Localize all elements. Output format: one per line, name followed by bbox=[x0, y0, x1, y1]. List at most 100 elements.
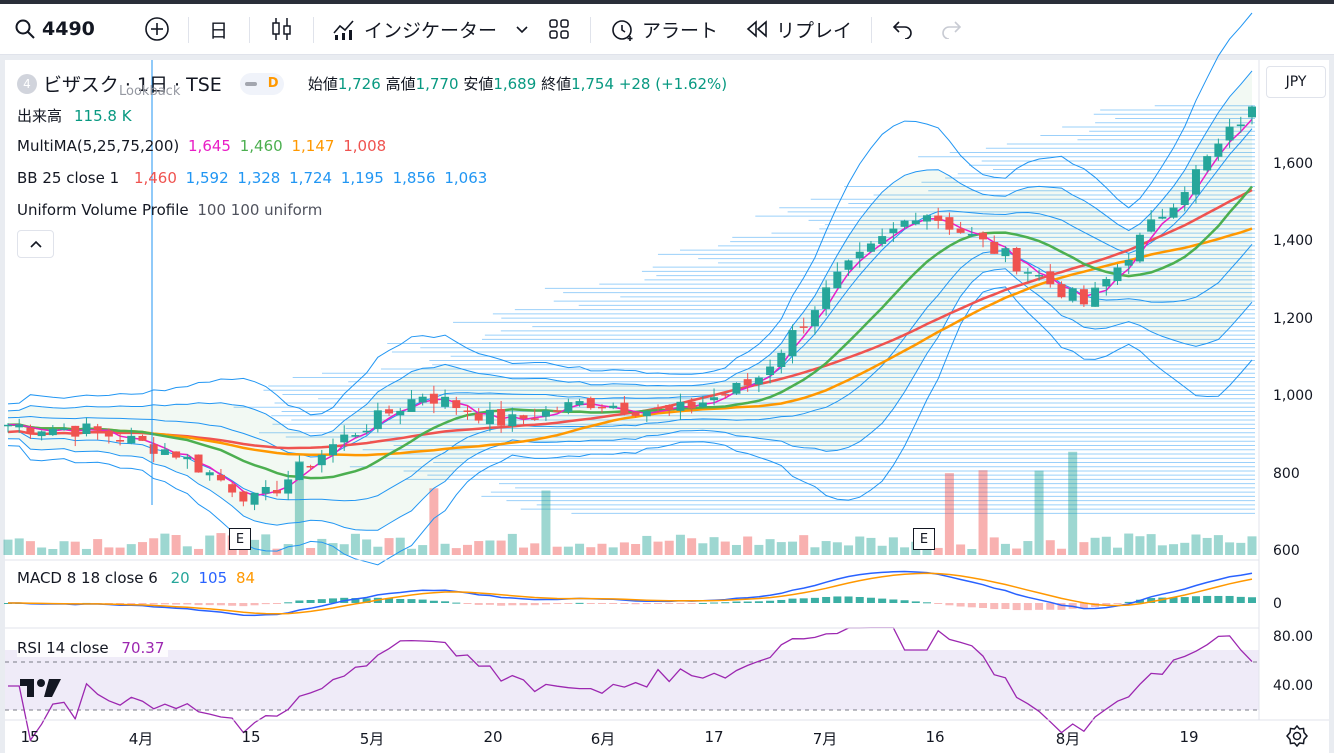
candle-body bbox=[216, 474, 225, 481]
volume-value: 115.8 K bbox=[74, 107, 132, 125]
macd-histogram-bar bbox=[564, 603, 573, 604]
macd-legend[interactable]: MACD 8 18 close 6 20 105 84 bbox=[17, 569, 255, 587]
macd-histogram-bar bbox=[1046, 603, 1055, 610]
candle-body bbox=[183, 456, 192, 460]
rsi-value: 70.37 bbox=[121, 639, 165, 657]
bb-lower-line bbox=[7, 286, 1253, 566]
macd-histogram-bar bbox=[508, 603, 517, 606]
macd-histogram-bar bbox=[766, 600, 775, 603]
rsi-legend[interactable]: RSI 14 close 70.37 bbox=[17, 639, 169, 657]
candle-body bbox=[104, 430, 113, 437]
candle-body bbox=[541, 410, 550, 417]
macd-histogram-bar bbox=[934, 603, 943, 604]
symbol-search[interactable]: 4490 bbox=[14, 4, 95, 54]
macd-histogram-bar bbox=[127, 603, 136, 604]
macd-histogram-bar bbox=[284, 602, 293, 604]
layouts-button[interactable] bbox=[548, 4, 570, 54]
chart-title[interactable]: ビザスク · 1日 · TSE bbox=[43, 74, 222, 96]
candle-body bbox=[665, 405, 674, 411]
time-tick: 16 bbox=[925, 728, 945, 746]
settings-gear-icon[interactable] bbox=[1286, 725, 1308, 747]
market-status-badge[interactable]: D bbox=[239, 72, 284, 95]
volume-bar bbox=[1236, 542, 1246, 555]
compare-button[interactable] bbox=[144, 4, 170, 54]
macd-histogram-bar bbox=[1023, 603, 1032, 611]
price-candles bbox=[4, 105, 1256, 511]
collapse-legend-button[interactable] bbox=[17, 230, 54, 258]
candle-body bbox=[1135, 234, 1144, 262]
volume-bar bbox=[429, 488, 439, 555]
ma5-value: 1,645 bbox=[188, 137, 231, 155]
volume-legend[interactable]: 出来高 115.8 K bbox=[17, 105, 132, 126]
uvp-label: Uniform Volume Profile bbox=[17, 201, 189, 219]
currency-button[interactable]: JPY bbox=[1266, 66, 1326, 98]
candle-body bbox=[194, 454, 203, 473]
toolbar-separator bbox=[871, 17, 872, 43]
volume-bar bbox=[978, 470, 988, 555]
multima-legend[interactable]: MultiMA(5,25,75,200) 1,645 1,460 1,147 1… bbox=[17, 137, 386, 155]
indicators-label: インジケーター bbox=[364, 19, 498, 42]
macd-histogram-bar bbox=[732, 601, 741, 603]
redo-button[interactable] bbox=[940, 4, 964, 54]
alert-button[interactable]: アラート bbox=[610, 4, 718, 54]
price-tick: 1,000 bbox=[1273, 388, 1314, 404]
candle-body bbox=[721, 394, 730, 396]
interval-button[interactable]: 日 bbox=[209, 4, 228, 54]
macd-histogram-bar bbox=[855, 596, 864, 603]
macd-histogram-bar bbox=[149, 603, 158, 605]
ma75-line bbox=[7, 227, 1253, 457]
candle-body bbox=[586, 398, 595, 409]
macd-histogram-bar bbox=[1236, 596, 1245, 603]
ma200-line bbox=[7, 188, 1253, 450]
earnings-marker[interactable]: E bbox=[229, 528, 251, 550]
volume-bar bbox=[709, 537, 719, 555]
volume-bar bbox=[888, 537, 898, 555]
volume-bar bbox=[720, 541, 730, 555]
macd-histogram-bar bbox=[1057, 603, 1066, 610]
volume-bar bbox=[462, 544, 472, 555]
volume-bar bbox=[821, 541, 831, 555]
candle-body bbox=[317, 454, 326, 466]
volume-bar bbox=[664, 540, 674, 555]
volume-bar bbox=[956, 544, 966, 555]
macd-signal-line bbox=[8, 572, 1253, 615]
earnings-marker[interactable]: E bbox=[913, 528, 935, 550]
macd-histogram-bar bbox=[990, 603, 999, 610]
candle-body bbox=[698, 402, 707, 408]
macd-histogram-bar bbox=[362, 598, 371, 603]
candle-body bbox=[878, 236, 887, 244]
candle-body bbox=[631, 412, 640, 416]
volume-bar bbox=[261, 534, 271, 555]
volume-bar bbox=[799, 535, 809, 555]
volume-bar bbox=[944, 473, 954, 555]
macd-histogram-bar bbox=[452, 602, 461, 604]
candle-body bbox=[485, 409, 494, 425]
macd-histogram-bar bbox=[609, 603, 618, 604]
price-tick: 1,200 bbox=[1273, 311, 1314, 327]
volume-bar bbox=[294, 461, 304, 555]
candle-body bbox=[1023, 272, 1032, 274]
volume-bar bbox=[1023, 541, 1033, 555]
bb-legend[interactable]: BB 25 close 1 1,460 1,592 1,328 1,724 1,… bbox=[17, 169, 487, 187]
tradingview-logo-icon[interactable] bbox=[20, 677, 62, 699]
macd-histogram-bar bbox=[194, 603, 203, 606]
macd-histogram-bar bbox=[418, 599, 427, 603]
undo-button[interactable] bbox=[890, 4, 914, 54]
replay-button[interactable]: リプレイ bbox=[746, 4, 852, 54]
candle-body bbox=[1113, 267, 1122, 282]
time-tick: 7月 bbox=[812, 730, 838, 748]
volume-bar bbox=[743, 536, 753, 555]
chart-type-button[interactable] bbox=[270, 4, 294, 54]
macd-histogram-bar bbox=[261, 603, 270, 605]
symbol-logo: 4 bbox=[17, 73, 37, 94]
volume-bar bbox=[496, 540, 506, 555]
candle-body bbox=[172, 451, 181, 458]
uvp-legend[interactable]: Uniform Volume Profile 100 100 uniform bbox=[17, 201, 322, 219]
candle-body bbox=[900, 220, 909, 227]
volume-bar bbox=[283, 544, 293, 555]
volume-bar bbox=[1012, 548, 1022, 555]
macd-histogram-bar bbox=[1191, 596, 1200, 603]
indicators-button[interactable]: インジケーター bbox=[332, 4, 529, 54]
rsi-label: RSI 14 close bbox=[17, 639, 109, 657]
